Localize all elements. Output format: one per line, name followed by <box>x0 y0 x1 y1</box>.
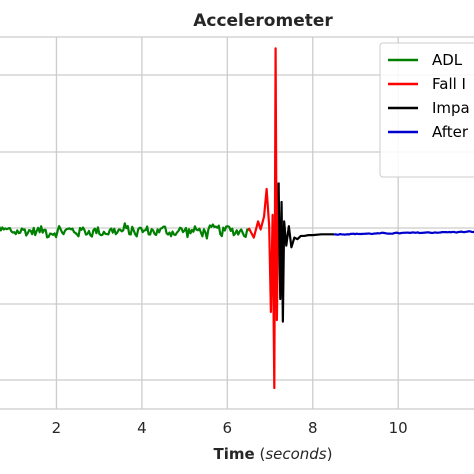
legend-entries: ADL Fall I Impa After <box>388 51 470 141</box>
x-tick-label-6: 6 <box>223 419 233 437</box>
series-line-adl <box>0 222 250 240</box>
legend-label-adl: ADL <box>432 51 463 69</box>
legend-box <box>379 42 474 178</box>
x-tick-label-2: 2 <box>52 419 62 437</box>
plot-frame <box>0 36 474 410</box>
x-axis-label-unit-close: ) <box>327 445 333 463</box>
legend-label-fall: Fall I <box>432 75 466 93</box>
x-tick-label-10: 10 <box>389 419 408 437</box>
series-line-after <box>333 230 474 236</box>
legend-label-after: After <box>432 123 469 141</box>
x-axis-label: Time (seconds) <box>214 445 333 463</box>
series-line-impact <box>277 182 335 323</box>
x-axis-label-unit: seconds <box>265 445 326 463</box>
legend: ADL Fall I Impa After <box>379 42 474 178</box>
chart-title: Accelerometer <box>193 11 333 31</box>
x-tick-label-8: 8 <box>308 419 318 437</box>
x-tick-label-4: 4 <box>137 419 147 437</box>
x-axis-label-unit-open: ( <box>255 445 266 463</box>
legend-label-impact: Impa <box>432 99 470 117</box>
data-lines <box>0 47 474 390</box>
x-axis-label-main: Time <box>214 445 255 463</box>
x-tick-labels: 24681012 <box>52 419 408 437</box>
series-line-fall <box>247 47 280 390</box>
